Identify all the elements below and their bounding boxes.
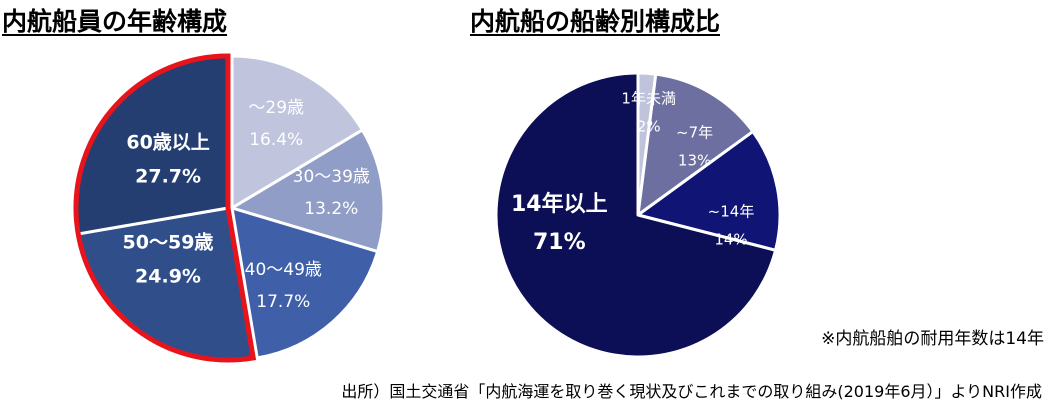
highlight-outline <box>73 53 257 363</box>
slice-value-1-2: 17.7% <box>256 292 310 312</box>
slice-value-2-0: 2% <box>637 117 661 135</box>
slice-label-1-3: 50～59歳 <box>123 232 214 254</box>
ship-age-pie: 1年未満 2% ~7年 13% ~14年 14% 14年以上 71% <box>494 71 782 359</box>
slice-label-1-4: 60歳以上 <box>126 132 209 154</box>
service-life-note: ※内航船舶の耐用年数は14年 <box>821 329 1044 349</box>
slice-label-2-1: ~7年 <box>676 124 713 142</box>
pie-slice-2-3 <box>494 71 778 359</box>
slice-label-1-0: ～29歳 <box>248 98 304 118</box>
pie-slice-2-2 <box>636 130 782 252</box>
pie-slice-1-2 <box>230 206 380 360</box>
pie-slice-1-0 <box>230 54 364 210</box>
slice-value-2-3: 71% <box>533 230 586 255</box>
slice-label-1-2: 40～49歳 <box>245 260 322 280</box>
pie-slice-2-1 <box>636 72 755 217</box>
pie-slice-1-1 <box>230 128 386 254</box>
slice-value-1-0: 16.4% <box>249 130 303 150</box>
left-chart-title: 内航船員の年齢構成 <box>2 7 228 36</box>
slice-value-1-3: 24.9% <box>135 266 201 288</box>
slice-value-2-2: 14% <box>714 230 747 248</box>
slice-label-2-3: 14年以上 <box>511 191 608 217</box>
slice-label-2-0: 1年未満 <box>621 89 676 107</box>
crew-age-pie: ～29歳 16.4% 30～39歳 13.2% 40～49歳 17.7% 50～59歳 24.… <box>73 53 386 363</box>
slice-value-1-4: 27.7% <box>135 166 201 188</box>
source-note: 出所）国土交通省「内航海運を取り巻く現状及びこれまでの取り組み(2019年6月）… <box>341 382 1042 401</box>
slice-value-1-1: 13.2% <box>304 199 358 219</box>
slice-value-2-1: 13% <box>678 152 711 170</box>
slice-label-2-2: ~14年 <box>708 202 755 220</box>
slice-label-1-1: 30～39歳 <box>293 167 370 187</box>
right-chart-title: 内航船の船齢別構成比 <box>470 7 721 36</box>
